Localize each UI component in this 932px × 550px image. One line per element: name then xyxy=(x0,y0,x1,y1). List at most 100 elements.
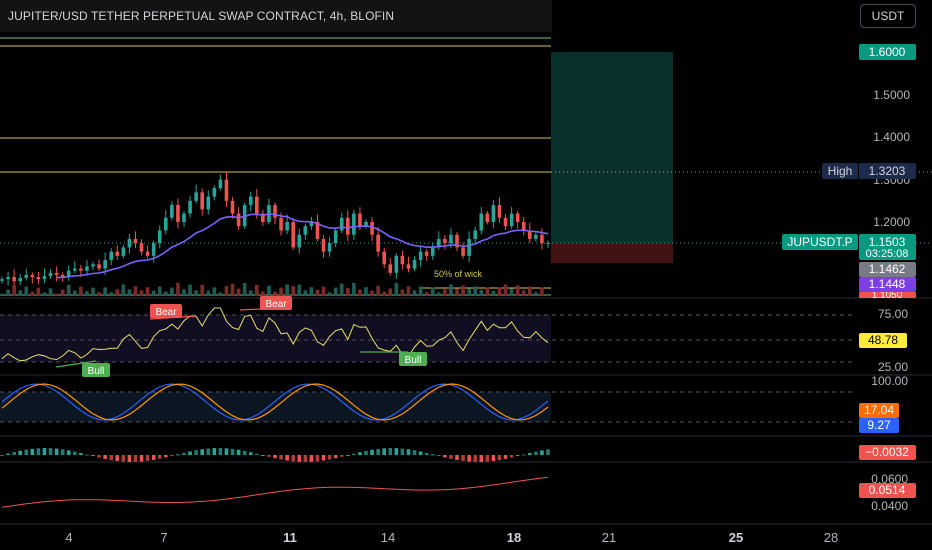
macd-bar xyxy=(54,448,59,455)
candle-body xyxy=(230,200,235,214)
candle-body xyxy=(48,272,53,277)
candle-body xyxy=(315,222,320,239)
macd-bar xyxy=(394,448,399,455)
candle-body xyxy=(297,234,302,248)
time-axis[interactable]: 4 7 11 14 18 21 25 28 xyxy=(65,530,838,545)
osc-tick-040: 0.0400 xyxy=(871,499,908,513)
target-price-text: 1.6000 xyxy=(869,45,906,59)
currency-button[interactable]: USDT xyxy=(860,4,916,28)
candle-body xyxy=(327,243,332,252)
volume-bar xyxy=(437,292,441,296)
rsi-bear-label-1: Bear xyxy=(150,304,182,318)
long-position-stop-zone[interactable] xyxy=(551,243,673,263)
candle-body xyxy=(188,200,192,214)
macd-bar xyxy=(273,455,277,459)
candle-body xyxy=(151,243,156,256)
macd-bar xyxy=(467,455,471,462)
rsi-bear-label-2-text: Bear xyxy=(265,299,287,310)
volume-bar xyxy=(346,287,350,296)
volume-bar xyxy=(242,283,247,296)
candle-body xyxy=(509,213,514,227)
candle-body xyxy=(12,277,16,282)
candle-body xyxy=(443,238,447,244)
candle-body xyxy=(364,222,368,227)
macd-bar xyxy=(534,451,538,455)
candle-body xyxy=(54,272,59,275)
level-label-3: 1.1050 xyxy=(859,292,916,298)
volume-bar xyxy=(297,284,302,296)
chart-title: JUPITER/USD TETHER PERPETUAL SWAP CONTRA… xyxy=(8,9,395,23)
candle-body xyxy=(79,268,83,271)
candle-body xyxy=(73,268,77,271)
volume-bar xyxy=(103,287,107,296)
wick-annotation: 50% of wick xyxy=(434,269,483,279)
macd-bar xyxy=(346,455,350,456)
macd-bar xyxy=(170,455,174,456)
volume-bar xyxy=(285,284,289,296)
volume-bar xyxy=(503,284,508,296)
volume-bar xyxy=(376,285,380,296)
stoch-tick-100: 100.00 xyxy=(871,374,908,388)
title-bar: JUPITER/USD TETHER PERPETUAL SWAP CONTRA… xyxy=(0,0,552,32)
volume-bar xyxy=(515,285,520,296)
price-axis[interactable]: 1.5000 1.4000 1.3000 1.2000 1.6000 High … xyxy=(782,44,916,513)
volume-bar xyxy=(73,290,77,296)
candle-body xyxy=(212,188,217,197)
macd-bar xyxy=(79,453,83,455)
candle-body xyxy=(127,238,132,248)
volume-bar xyxy=(261,291,265,296)
volume-bar xyxy=(188,284,192,296)
macd-bar xyxy=(400,448,405,455)
macd-bar xyxy=(358,452,362,455)
volume-bar xyxy=(291,286,295,296)
candle-body xyxy=(248,196,253,206)
volume-bar xyxy=(358,289,362,296)
candle-body xyxy=(400,255,405,265)
volume-series xyxy=(0,282,550,296)
volume-bar xyxy=(364,287,368,296)
macd-bar xyxy=(127,455,132,462)
candle-body xyxy=(382,251,386,265)
volume-bar xyxy=(309,287,314,296)
candle-body xyxy=(157,230,162,244)
macd-bar xyxy=(437,455,441,456)
volume-bar xyxy=(333,287,338,296)
oscillator-line[interactable] xyxy=(1,476,549,508)
macd-bar xyxy=(412,450,417,455)
volume-bar xyxy=(412,290,417,296)
macd-bar xyxy=(297,455,302,462)
rsi-pane[interactable]: Bear Bear Bull Bull xyxy=(0,296,855,377)
moving-average-line[interactable] xyxy=(56,213,549,279)
macd-bar xyxy=(133,455,138,462)
candle-body xyxy=(515,213,520,222)
time-tick-11: 11 xyxy=(283,530,297,545)
stochastic-pane[interactable] xyxy=(0,383,855,423)
macd-value-label: −0.0032 xyxy=(859,445,916,460)
level-label-1-text: 1.1462 xyxy=(869,262,906,276)
candle-body xyxy=(103,260,107,269)
volume-bar xyxy=(509,288,514,296)
candle-body xyxy=(24,274,29,278)
long-position-target-zone[interactable] xyxy=(551,52,673,243)
volume-bar xyxy=(236,288,241,296)
macd-bar xyxy=(491,455,496,461)
macd-bar xyxy=(370,449,374,455)
volume-bar xyxy=(164,291,168,296)
level-label-2-text: 1.1448 xyxy=(869,277,906,291)
volume-bar xyxy=(273,291,277,296)
rsi-tick-25: 25.00 xyxy=(878,360,908,374)
target-price-label: 1.6000 xyxy=(859,44,916,60)
horizontal-levels[interactable] xyxy=(0,37,932,296)
time-tick-18: 18 xyxy=(507,530,521,545)
volume-bar xyxy=(443,289,447,296)
macd-bar xyxy=(473,455,477,462)
time-tick-21: 21 xyxy=(602,530,616,545)
rsi-bull-label-2: Bull xyxy=(399,352,427,366)
volume-bar xyxy=(339,283,344,296)
candle-body xyxy=(406,264,411,269)
candle-body xyxy=(503,217,508,227)
volume-bar xyxy=(497,287,502,296)
macd-histogram[interactable] xyxy=(0,448,550,462)
candlestick-series[interactable] xyxy=(0,172,550,287)
